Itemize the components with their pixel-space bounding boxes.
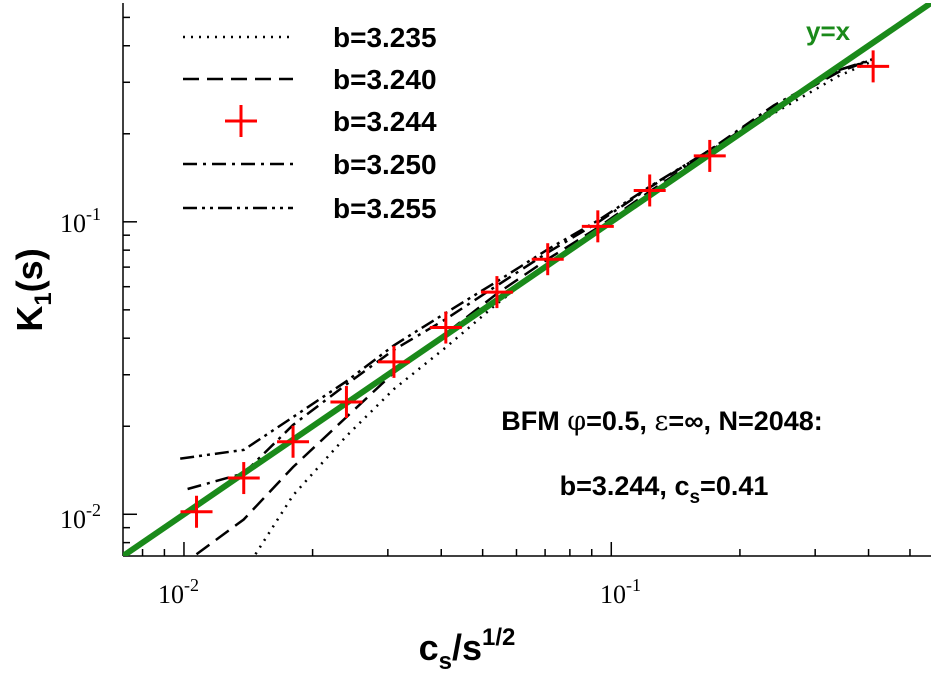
x-axis-label-rest: /s [452,627,482,668]
annotation-epsilon: ε [654,406,668,437]
legend: b=3.235 b=3.240 b=3.244 b=3.250 b=3.255 [183,22,437,224]
legend-entry-1: b=3.235 [183,22,437,53]
annotation-cs-sub: s [689,487,700,508]
y-tick-label-1-base: 10 [60,505,86,534]
x-tick-label-2-base: 10 [600,580,626,609]
marker-b=3.244 [693,139,726,172]
plot-area [123,3,931,556]
legend-entry-4: b=3.250 [183,149,437,180]
x-tick-label-2: 10-1 [600,575,641,609]
marker-b=3.244 [633,174,666,207]
x-tick-label-2-exp: -1 [626,575,641,595]
series-line-2 [195,57,874,556]
x-axis-label-sup: 1/2 [482,624,515,651]
y-axis-label: K1(s) [9,248,57,331]
reference-line-y-equals-x [123,3,931,556]
series-line-5 [180,58,874,460]
legend-entry-2: b=3.240 [183,64,437,95]
y-tick-label-1: 10-2 [60,500,101,534]
y-tick-label-2-base: 10 [60,209,86,238]
x-axis-label-main: c [419,627,439,668]
legend-entry-3: b=3.244 [225,105,437,137]
legend-label-4: b=3.250 [333,149,437,180]
marker-b=3.244 [277,425,310,458]
marker-b=3.244 [180,495,213,528]
y-tick-label-2-exp: -1 [86,204,101,224]
marker-b=3.244 [377,345,410,378]
marker-b=3.244 [227,462,260,495]
annotation-prefix: BFM [501,406,567,436]
x-tick-label-1-base: 10 [158,580,184,609]
annotation-b: b=3.244, c [560,471,690,501]
marker-b=3.244 [330,386,363,419]
marker-b=3.244 [581,210,614,243]
legend-entry-5: b=3.255 [183,193,437,224]
annotation-phi: φ [567,406,586,437]
series-line-4 [187,57,874,491]
marker-b=3.244 [857,50,890,83]
marker-b=3.244 [429,311,462,344]
x-axis-label-sub: s [439,648,452,675]
axes [122,3,931,557]
y-axis-label-rest: (s) [9,248,50,292]
annotation-cs-value: =0.41 [700,471,768,501]
x-tick-label-1-exp: -2 [184,575,199,595]
axis-ticks [123,16,911,556]
marker-b=3.244 [480,276,513,309]
annotation-epsilon-value: =∞, N=2048: [668,406,822,436]
y-axis-label-main: K [9,306,50,332]
annotation-phi-value: =0.5, [586,406,654,436]
y-tick-label-2: 10-1 [60,204,101,238]
legend-label-1: b=3.235 [333,22,437,53]
annotation-line-1: BFM φ=0.5, ε=∞, N=2048: [501,406,823,437]
marker-b=3.244 [531,243,564,276]
reference-line-label: y=x [806,16,851,46]
series-layer [180,57,874,556]
legend-label-2: b=3.240 [333,64,437,95]
y-axis-label-sub: 1 [30,292,57,305]
annotation-line-2: b=3.244, cs=0.41 [560,471,769,508]
marker-layer [180,50,890,528]
legend-label-5: b=3.255 [333,193,437,224]
x-tick-label-1: 10-2 [158,575,199,609]
y-tick-label-1-exp: -2 [86,500,101,520]
legend-label-3: b=3.244 [333,106,437,137]
x-axis-label: cs/s1/2 [419,624,516,675]
